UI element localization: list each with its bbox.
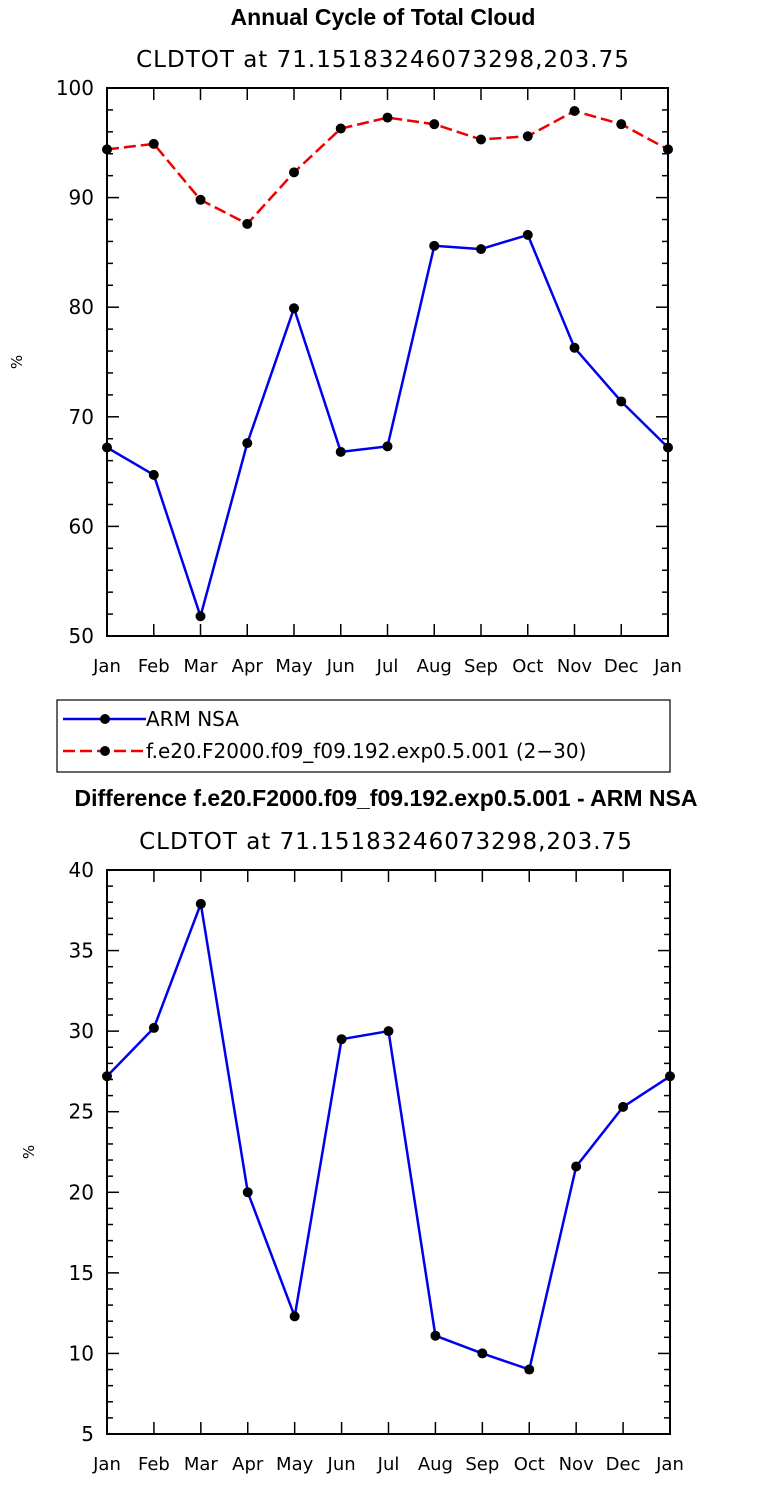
chart2-plot-area: 5 10 15 20 25 30 35 40 Jan Feb Mar Apr May Jun Jul Aug S… <box>69 858 684 1475</box>
chart2-series-0-point <box>102 1071 112 1082</box>
chart1-series-1-point <box>102 144 112 155</box>
chart2-x-tick-label: Jan <box>92 1454 121 1475</box>
chart2-series-0-point <box>148 1022 159 1033</box>
chart1-series-0-point <box>569 342 580 353</box>
chart2-x-tick-label: Sep <box>465 1454 499 1475</box>
chart1-series-0-point <box>148 469 159 480</box>
chart1-x-tick-label: Apr <box>232 656 264 677</box>
legend-box <box>56 699 671 773</box>
chart1-series-0-point <box>522 229 533 240</box>
chart2-x-tick-label: Nov <box>559 1454 594 1475</box>
chart1-series-0-point <box>429 240 440 251</box>
chart1-y-axis-title: % <box>8 355 26 369</box>
legend-label-model: f.e20.F2000.f09_f09.192.exp0.5.001 (2−30… <box>146 739 586 763</box>
chart2-y-tick-label: 35 <box>69 939 94 963</box>
chart2-series-0-point <box>383 1026 394 1037</box>
chart1-series-0-point <box>289 303 299 314</box>
chart2-y-tick-label: 40 <box>69 858 94 882</box>
chart2-series-0-point <box>195 898 206 909</box>
chart2-x-tick-label: Feb <box>138 1454 170 1475</box>
chart1-series-1-point <box>429 119 440 130</box>
chart2-y-axis-title: % <box>20 1145 38 1159</box>
chart1-x-tick-label: May <box>275 656 313 677</box>
chart1-x-tick-label: Jul <box>376 656 399 677</box>
chart1-frame <box>106 87 669 637</box>
chart2-x-tick-label: Mar <box>184 1454 219 1475</box>
chart1-series-1-point <box>382 112 393 123</box>
chart1-series-0-point <box>242 438 253 449</box>
chart2-x-tick-label: Dec <box>606 1454 641 1475</box>
chart2-x-tick-label: Jan <box>655 1454 684 1475</box>
chart2-frame <box>106 869 671 1435</box>
chart1-series-1-point <box>289 167 299 178</box>
chart1-x-tick-label: Nov <box>557 656 592 677</box>
chart2-series-0-point <box>336 1034 347 1045</box>
chart1-y-tick-label: 90 <box>69 186 94 210</box>
chart1-series-1-line <box>106 109 669 226</box>
chart1-x-tick-label: Dec <box>604 656 639 677</box>
chart1-series-0-point <box>382 441 393 452</box>
chart1-series-0-point <box>195 611 206 622</box>
chart1-series-1-point <box>522 131 533 142</box>
chart1-x-tick-label: Jan <box>92 656 121 677</box>
chart1-y-tick-label: 80 <box>69 295 94 319</box>
chart1-series-0-point <box>663 442 673 453</box>
chart2-x-tick-label: May <box>276 1454 314 1475</box>
chart1-legend: ARM NSA f.e20.F2000.f09_f09.192.exp0.5.0… <box>56 699 671 773</box>
chart1-series-0-point <box>335 446 346 457</box>
chart1-series-1-point <box>663 144 673 155</box>
chart2-x-tick-label: Jul <box>377 1454 400 1475</box>
chart1-plot-area: 50 60 70 80 90 100 Jan Feb Mar Apr May Jun Jul Aug Sep… <box>56 76 682 677</box>
chart2-series-0-point <box>289 1311 300 1322</box>
chart1-x-tick-label: Jun <box>326 656 355 677</box>
chart1-series-1-point <box>616 119 627 130</box>
chart1-series-1-point <box>242 218 253 229</box>
chart2-series-0-point <box>618 1101 629 1112</box>
chart1-x-tick-label: Oct <box>512 656 543 677</box>
chart2-y-tick-label: 15 <box>69 1261 94 1285</box>
chart2-y-tick-label: 5 <box>81 1422 94 1446</box>
chart2-x-tick-label: Apr <box>232 1454 264 1475</box>
chart1-x-tick-label: Sep <box>464 656 498 677</box>
legend-marker-arm-nsa <box>100 714 110 724</box>
chart1-series-0-point <box>102 442 112 453</box>
chart1-y-tick-label: 100 <box>56 76 94 100</box>
chart2-subtitle: CLDTOT at 71.15183246073298,203.75 <box>139 829 633 855</box>
chart1-y-tick-label: 60 <box>69 514 94 538</box>
chart2-series-0-line <box>106 902 671 1371</box>
chart2-x-tick-label: Oct <box>514 1454 545 1475</box>
chart2-y-tick-label: 30 <box>69 1019 94 1043</box>
chart1-series-1-point <box>195 194 206 205</box>
chart1-x-tick-label: Aug <box>417 656 452 677</box>
chart1-series-0-point <box>616 396 627 407</box>
chart2-title: Difference f.e20.F2000.f09_f09.192.exp0.… <box>74 785 697 811</box>
legend-marker-model <box>100 746 110 756</box>
chart1-x-tick-label: Feb <box>138 656 170 677</box>
chart2-series-0-point <box>665 1071 675 1082</box>
chart2-series-0-point <box>477 1348 488 1359</box>
chart1-series-0-point <box>476 244 486 255</box>
chart1-series-0-line <box>106 233 669 618</box>
chart2-y-tick-label: 25 <box>69 1100 94 1124</box>
chart2-series-0-point <box>571 1161 582 1172</box>
chart2-series-0-point <box>430 1330 441 1341</box>
chart1-series-1-point <box>569 106 580 117</box>
chart1-series-1-point <box>476 134 486 145</box>
chart2-y-tick-label: 10 <box>69 1341 94 1365</box>
chart2-x-tick-label: Aug <box>418 1454 453 1475</box>
legend-label-arm-nsa: ARM NSA <box>146 707 239 731</box>
chart1-title: Annual Cycle of Total Cloud <box>231 4 536 30</box>
chart1-series-1-point <box>335 123 346 134</box>
chart1-subtitle: CLDTOT at 71.15183246073298,203.75 <box>136 47 630 73</box>
chart1-series-1-point <box>148 138 159 149</box>
chart1-y-tick-label: 50 <box>69 624 94 648</box>
chart1-x-tick-label: Jan <box>653 656 682 677</box>
chart1-y-tick-label: 70 <box>69 405 94 429</box>
chart1-x-tick-label: Mar <box>184 656 219 677</box>
chart2-series-0-point <box>524 1364 535 1375</box>
chart2-y-tick-label: 20 <box>69 1180 94 1204</box>
chart2-series-0-point <box>242 1187 253 1198</box>
chart2-x-tick-label: Jun <box>327 1454 356 1475</box>
